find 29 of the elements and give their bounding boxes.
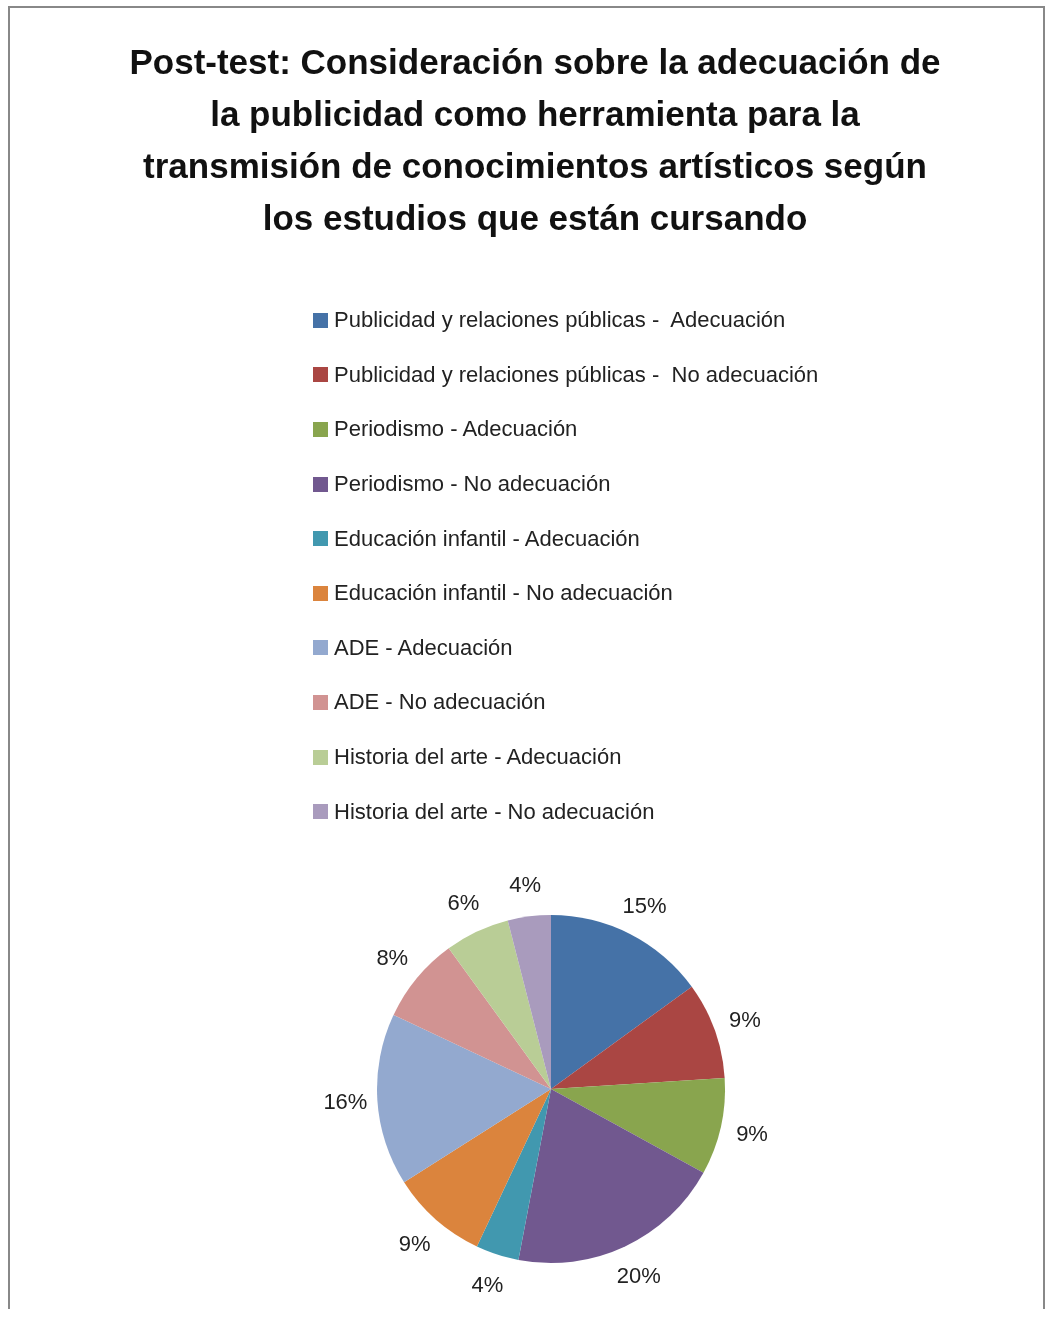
legend-label: Historia del arte - Adecuación <box>334 744 622 771</box>
legend-label: Educación infantil - No adecuación <box>334 580 673 607</box>
data-label: 9% <box>728 1006 761 1032</box>
data-label: 9% <box>398 1231 431 1257</box>
data-label: 4% <box>509 872 542 898</box>
pie-slice <box>448 920 551 1089</box>
pie-slice <box>551 915 692 1089</box>
legend-label: Historia del arte - No adecuación <box>334 798 655 825</box>
chart-title: Post-test: Consideración sobre la adecuación de la publicidad como herramienta para la transmisión de conocimientos artísticos según los estudios que están cursando <box>128 41 942 239</box>
pie-slice <box>518 1089 704 1263</box>
data-label: 8% <box>376 945 409 971</box>
data-label: 15% <box>622 892 667 918</box>
legend-label: Periodismo - Adecuación <box>334 416 578 443</box>
pie-slice <box>377 1014 551 1183</box>
data-label: 4% <box>471 1272 504 1298</box>
pie-slice <box>507 915 551 1089</box>
data-label: 9% <box>736 1121 768 1147</box>
legend-label: Publicidad y relaciones públicas - No adecuación <box>334 361 819 388</box>
data-label: 6% <box>447 890 480 916</box>
legend-label: Publicidad y relaciones públicas - Adecuación <box>334 307 786 334</box>
legend-label: ADE - No adecuación <box>334 689 546 716</box>
data-label: 20% <box>616 1262 661 1288</box>
pie-slice <box>551 1078 725 1173</box>
data-label: 16% <box>323 1089 368 1115</box>
legend-label: Periodismo - No adecuación <box>334 471 611 498</box>
legend-label: ADE - Adecuación <box>334 634 513 661</box>
legend-label: Educación infantil - Adecuación <box>334 525 640 552</box>
pie-slice <box>476 1089 551 1260</box>
pie-slice <box>551 986 725 1089</box>
